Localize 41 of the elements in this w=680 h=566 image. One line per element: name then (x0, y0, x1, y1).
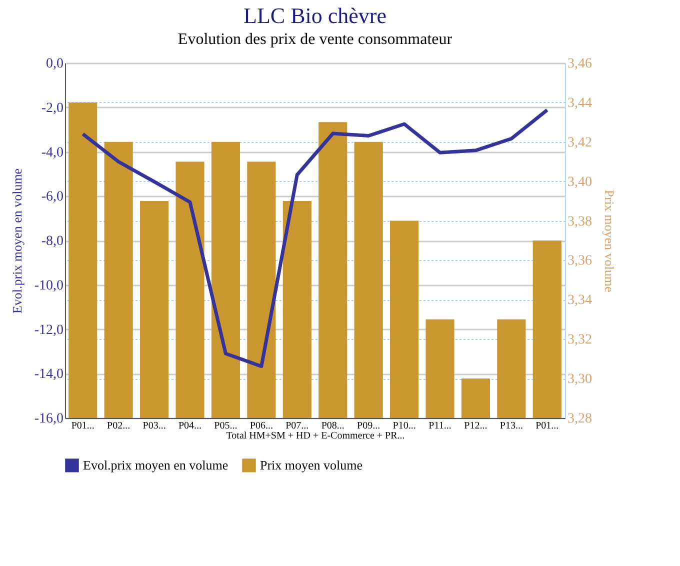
y-tick-label: 0,0 (46, 56, 64, 72)
x-tick-label: P04... (178, 420, 202, 432)
x-tick-label: P01... (71, 420, 94, 432)
y-axis-title: Evol.prix moyen en volume (9, 168, 24, 314)
x-tick-label: P08... (321, 420, 344, 432)
x-tick-label: P12... (464, 420, 488, 432)
y2-tick-label: 3,30 (568, 372, 592, 388)
x-tick-label: P02... (107, 420, 130, 432)
y-tick-label: -8,0 (41, 234, 64, 249)
y-tick-label: -6,0 (41, 190, 64, 205)
legend-label: Evol.prix moyen en volume (83, 457, 228, 472)
y2-tick-label: 3,36 (568, 254, 592, 269)
x-tick-label: P13... (500, 420, 523, 432)
x-axis-title: Total HM+SM + HD + E-Commerce + PR... (226, 430, 405, 442)
x-tick-label: P09... (357, 420, 380, 432)
x-tick-label: P06... (250, 420, 273, 432)
legend-label: Prix moyen volume (260, 457, 363, 472)
line-series (81, 108, 549, 368)
y2-tick-label: 3,34 (568, 293, 592, 308)
x-tick-label: P01... (536, 420, 559, 432)
x-tick-label: P11... (428, 420, 452, 432)
y-tick-label: -10,0 (34, 278, 64, 294)
y2-axis-title: Prix moyen volume (602, 190, 617, 293)
y2-tick-label: 3,32 (568, 332, 592, 348)
y2-tick-label: 3,40 (568, 174, 592, 190)
y-tick-label: -2,0 (41, 100, 64, 116)
x-tick-label: P05... (214, 420, 238, 432)
y-tick-label: -4,0 (41, 145, 64, 160)
y-tick-label: -12,0 (34, 322, 64, 338)
chart-title: LLC Bio chèvre (244, 3, 386, 28)
y2-tick-label: 3,46 (568, 56, 592, 72)
y2-tick-label: 3,44 (568, 96, 592, 111)
x-tick-label: P07... (286, 420, 309, 432)
y2-tick-label: 3,28 (568, 412, 592, 426)
y2-tick-label: 3,42 (568, 135, 592, 150)
y2-tick-label: 3,38 (568, 214, 592, 230)
y-tick-label: -16,0 (34, 412, 64, 426)
y-tick-label: -14,0 (34, 367, 64, 382)
x-tick-label: P10... (392, 420, 416, 432)
chart-subtitle: Evolution des prix de vente consommateur (178, 31, 453, 48)
x-tick-label: P03... (142, 420, 166, 432)
